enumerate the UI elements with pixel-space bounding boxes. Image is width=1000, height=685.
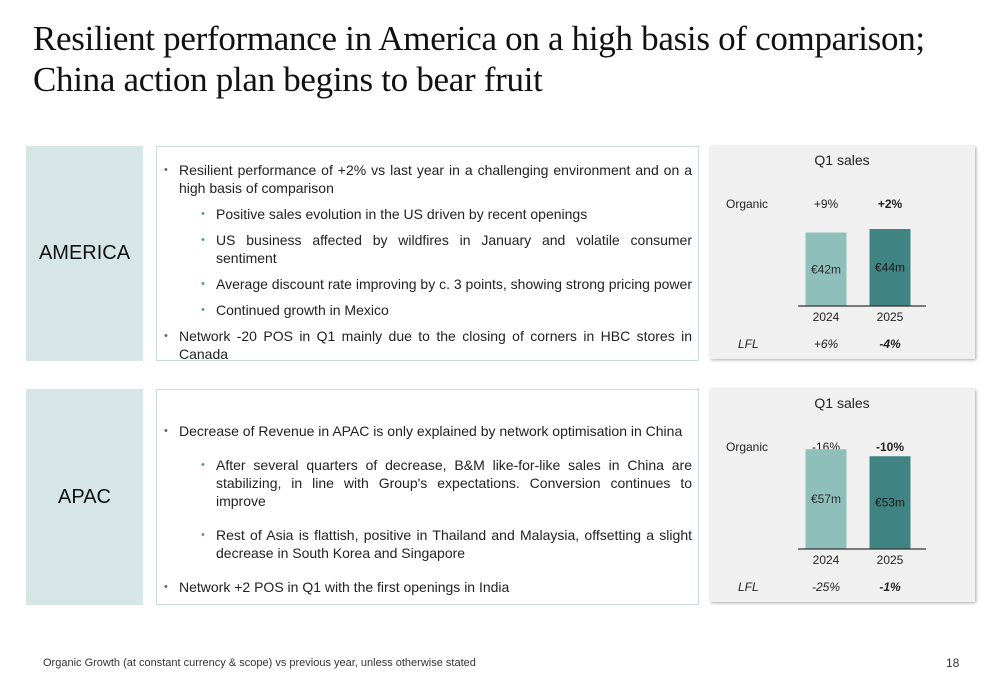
x-tick-label: 2024 [813,553,840,567]
bullet-item: Decrease of Revenue in APAC is only expl… [157,422,692,440]
sub-bullet-item: Average discount rate improving by c. 3 … [157,275,692,293]
organic-row-label: Organic [726,440,768,454]
lfl-growth-label: -25% [812,580,840,594]
bar-value-label: €53m [875,496,905,510]
organic-growth-label: +9% [814,197,839,211]
chart-title: Q1 sales [814,152,869,168]
organic-growth-label: +2% [878,197,903,211]
chart-title: Q1 sales [814,395,869,411]
region-label-apac: APAC [26,389,143,605]
region-label-america: AMERICA [26,146,143,361]
apac-chart-panel: Q1 sales Organic -16% -10% €57m 2024 €53m 2025 L… [710,389,975,602]
lfl-growth-label: -1% [879,580,901,594]
lfl-row-label: LFL [738,337,759,351]
lfl-growth-label: -4% [879,337,901,351]
page-title: Resilient performance in America on a hi… [33,19,925,99]
america-q1-sales-chart: Q1 sales Organic +9% +2% €42m 2024 €44m 2025 LFL… [726,152,926,351]
bar-value-label: €57m [811,492,841,506]
bullet-item: Resilient performance of +2% vs last yea… [157,161,692,197]
bullet-item: Network +2 POS in Q1 with the first open… [157,578,692,596]
x-tick-label: 2025 [877,553,904,567]
bar-value-label: €44m [875,261,905,275]
bar-2025 [869,229,911,306]
x-tick-label: 2025 [877,310,904,324]
bar-2024 [805,449,847,549]
organic-growth-label: -10% [876,440,904,454]
bar-2024 [805,232,847,306]
sub-bullet-item: After several quarters of decrease, B&M … [157,456,692,510]
page-number: 18 [946,656,960,670]
bullet-item: Network -20 POS in Q1 mainly due to the … [157,327,692,363]
bar-2025 [869,456,911,549]
lfl-growth-label: +6% [814,337,839,351]
sub-bullet-item: Continued growth in Mexico [157,301,692,319]
sub-bullet-item: US business affected by wildfires in Jan… [157,231,692,267]
america-chart-panel: Q1 sales Organic +9% +2% €42m 2024 €44m 2025 LFL… [710,146,975,359]
x-tick-label: 2024 [813,310,840,324]
sub-bullet-item: Rest of Asia is flattish, positive in Th… [157,526,692,562]
organic-row-label: Organic [726,197,768,211]
apac-text-box: Decrease of Revenue in APAC is only expl… [156,389,699,605]
lfl-row-label: LFL [738,580,759,594]
footnote: Organic Growth (at constant currency & s… [43,657,476,669]
america-text-box: Resilient performance of +2% vs last yea… [156,146,699,363]
bar-value-label: €42m [811,262,841,276]
sub-bullet-item: Positive sales evolution in the US drive… [157,205,692,223]
